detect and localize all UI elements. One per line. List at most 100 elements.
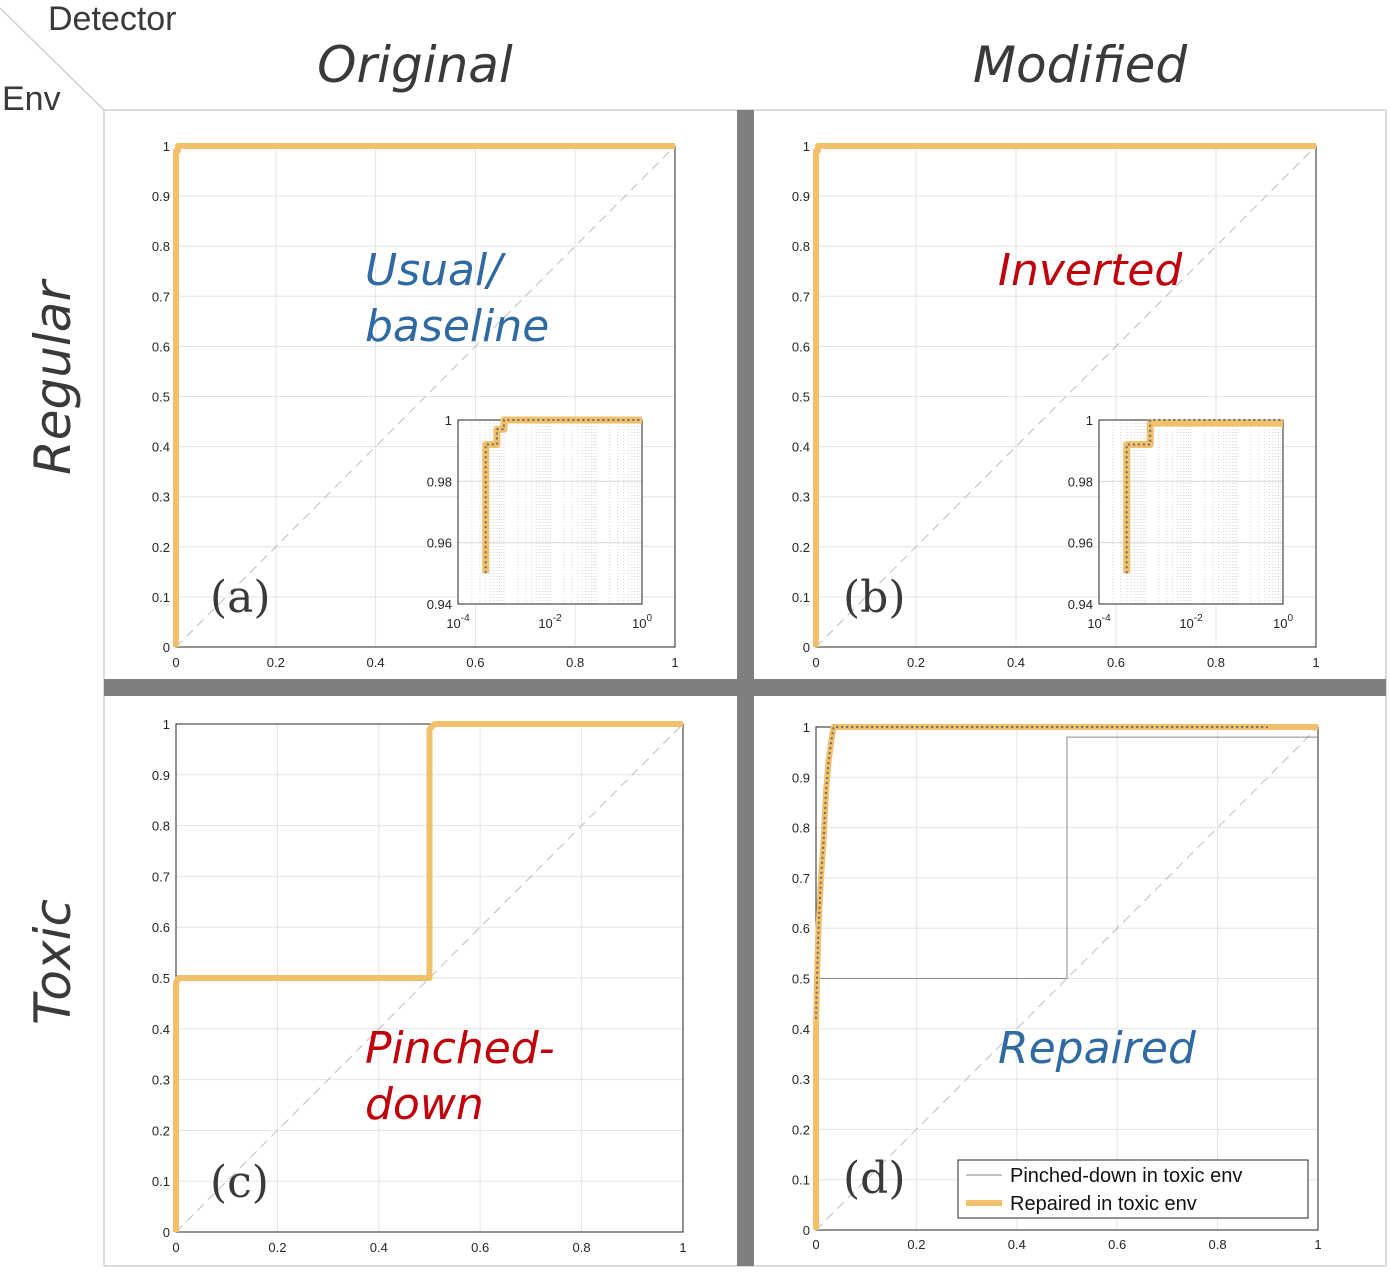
inset-y-tick-label: 0.94 <box>427 597 452 612</box>
y-tick-label: 0.3 <box>792 490 810 505</box>
series-line-dark <box>484 419 642 574</box>
y-tick-label: 0.3 <box>792 1072 810 1087</box>
y-tick-label: 0.2 <box>792 1122 810 1137</box>
inset-x-tick-label: 10-2 <box>1179 613 1203 631</box>
y-tick-label: 0.5 <box>152 390 170 405</box>
y-tick-label: 0.2 <box>152 540 170 555</box>
x-tick-label: 0 <box>172 655 179 670</box>
panel-annotation: Pinched- <box>365 1023 555 1074</box>
row-header-toxic: Toxic <box>24 899 82 1025</box>
y-tick-label: 0.9 <box>792 770 810 785</box>
x-tick-label: 0.6 <box>1107 655 1125 670</box>
y-tick-label: 0.4 <box>792 1022 810 1037</box>
x-tick-label: 0.8 <box>566 655 584 670</box>
panel-annotation: down <box>365 1079 484 1130</box>
inset-y-tick-label: 0.98 <box>1068 474 1093 489</box>
chart-panel-d: 0 0.2 0.4 0.6 0.8 1 0 0.1 0.2 0.3 0.4 0.5 0.6 0.7 0.8 0… <box>792 720 1322 1252</box>
x-tick-label: 0.4 <box>1007 655 1025 670</box>
panel-label: (b) <box>843 572 906 623</box>
x-tick-label: 0 <box>812 655 819 670</box>
series-line-repaired <box>173 721 683 1232</box>
chance-diagonal <box>815 145 1317 648</box>
y-tick-label: 0 <box>163 1225 170 1240</box>
corner-env-label: Env <box>2 80 61 118</box>
y-tick-label: 0.6 <box>152 339 170 354</box>
chance-diagonal <box>815 726 1319 1231</box>
y-tick-label: 0.5 <box>792 972 810 987</box>
chart-panel-c: 0 0.2 0.4 0.6 0.8 1 0 0.1 0.2 0.3 0.4 0.5 0.6 0.7 0.8 0… <box>152 717 687 1255</box>
y-tick-label: 0.6 <box>152 920 170 935</box>
panel-annotation: Usual/ <box>365 245 506 296</box>
series-line-dark <box>1125 419 1283 574</box>
y-tick-label: 0 <box>803 640 810 655</box>
y-tick-label: 0.2 <box>152 1123 170 1138</box>
y-tick-label: 0.8 <box>792 821 810 836</box>
legend-box <box>957 1159 1309 1219</box>
x-tick-label: 0.2 <box>268 1240 286 1255</box>
x-tick-label: 1 <box>671 655 678 670</box>
x-tick-label: 0.8 <box>1207 655 1225 670</box>
y-tick-label: 1 <box>803 139 810 154</box>
inset-y-tick-label: 0.94 <box>1068 597 1093 612</box>
y-tick-label: 0.1 <box>792 590 810 605</box>
y-tick-label: 1 <box>163 139 170 154</box>
x-tick-label: 0.6 <box>471 1240 489 1255</box>
inset-x-tick-label: 10-2 <box>538 613 562 631</box>
inset-x-tick-label: 10-4 <box>446 613 470 631</box>
y-tick-label: 0.8 <box>152 819 170 834</box>
legend: Pinched-down in toxic env Repaired in tox… <box>957 1159 1309 1219</box>
y-tick-label: 0.5 <box>152 971 170 986</box>
y-tick-label: 0.9 <box>152 768 170 783</box>
x-tick-label: 0 <box>812 1237 819 1252</box>
y-tick-label: 0.3 <box>152 490 170 505</box>
panel-annotation: Inverted <box>998 245 1183 296</box>
x-tick-label: 0.2 <box>907 655 925 670</box>
corner-diagonal <box>0 7 105 111</box>
inset-y-tick-label: 0.96 <box>1068 536 1093 551</box>
inset-x-tick-label: 100 <box>632 613 652 631</box>
x-tick-label: 0 <box>172 1240 179 1255</box>
x-tick-label: 0.2 <box>907 1237 925 1252</box>
x-tick-label: 1 <box>1314 1237 1321 1252</box>
legend-entry-pinched: Pinched-down in toxic env <box>1010 1165 1242 1187</box>
panels: 0 0.2 0.4 0.6 0.8 1 0 0.1 0.2 0.3 0.4 0.5 0.6 0.7 0.8 0… <box>152 139 1322 1255</box>
y-tick-label: 0.7 <box>152 869 170 884</box>
y-tick-label: 0.8 <box>152 239 170 254</box>
series-line-repaired <box>813 143 1316 647</box>
x-tick-label: 0.6 <box>1108 1237 1126 1252</box>
x-tick-label: 0.2 <box>267 655 285 670</box>
y-tick-label: 0 <box>803 1223 810 1238</box>
y-tick-label: 0.9 <box>152 189 170 204</box>
panel-label: (d) <box>843 1153 906 1204</box>
row-header-regular: Regular <box>24 278 82 475</box>
y-tick-label: 0.9 <box>792 189 810 204</box>
y-tick-label: 0.3 <box>152 1073 170 1088</box>
y-tick-label: 0.2 <box>792 540 810 555</box>
inset-y-tick-label: 0.98 <box>427 474 452 489</box>
y-tick-label: 0.7 <box>792 871 810 886</box>
panel-annotation: Repaired <box>998 1023 1197 1074</box>
x-tick-label: 0.4 <box>370 1240 388 1255</box>
inset-y-tick-label: 1 <box>445 413 452 428</box>
legend-entry-repaired: Repaired in toxic env <box>1010 1193 1197 1215</box>
y-tick-label: 0.4 <box>152 1022 170 1037</box>
series-line-repaired <box>173 143 675 647</box>
inset-y-tick-label: 1 <box>1086 413 1093 428</box>
y-tick-label: 0.7 <box>792 289 810 304</box>
chance-diagonal <box>175 145 676 648</box>
chart-panel-a: 0 0.2 0.4 0.6 0.8 1 0 0.1 0.2 0.3 0.4 0.5 0.6 0.7 0.8 0… <box>152 139 679 670</box>
y-tick-label: 0.1 <box>792 1173 810 1188</box>
column-header-modified: Modified <box>973 36 1187 94</box>
panel-annotation: baseline <box>365 301 549 352</box>
y-tick-label: 0 <box>163 640 170 655</box>
x-tick-label: 0.8 <box>573 1240 591 1255</box>
inset-chart-a: 0.94 0.96 0.98 1 10-4 10-2 100 <box>427 413 653 631</box>
column-header-original: Original <box>317 36 513 94</box>
y-tick-label: 0.1 <box>152 1174 170 1189</box>
chart-panel-b: 0 0.2 0.4 0.6 0.8 1 0 0.1 0.2 0.3 0.4 0.5 0.6 0.7 0.8 0… <box>792 139 1320 670</box>
inset-y-tick-label: 0.96 <box>427 536 452 551</box>
series-line-dark <box>815 726 1268 1019</box>
panel-label: (c) <box>210 1157 269 1208</box>
